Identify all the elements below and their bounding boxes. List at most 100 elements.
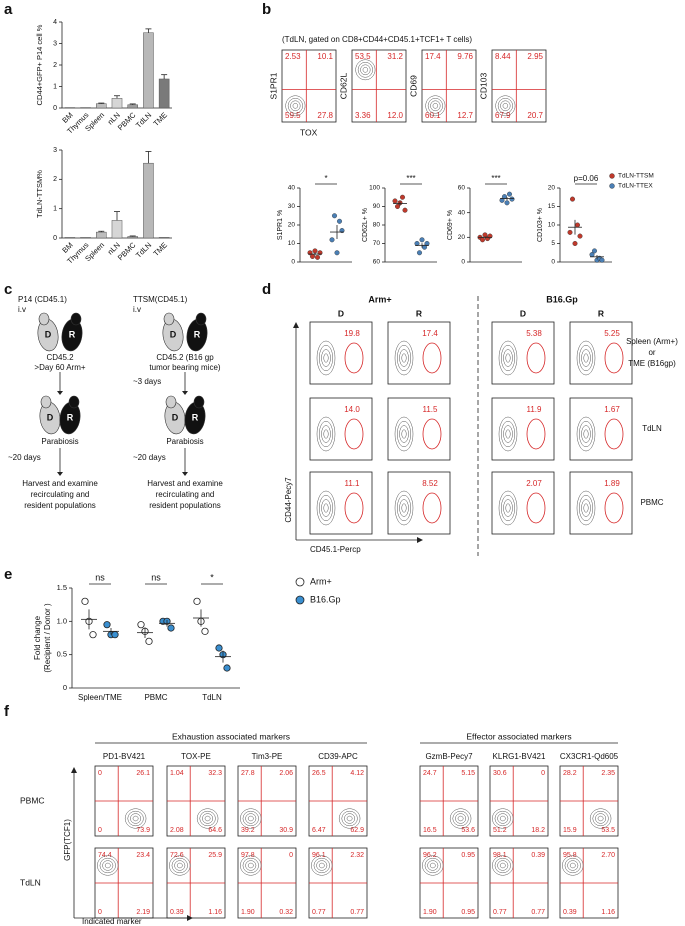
y-axis-label: CD44-Pecy7 — [284, 477, 293, 523]
legend-label: Arm+ — [310, 576, 332, 586]
contour — [199, 810, 216, 827]
column-label: CD39-APC — [318, 752, 358, 761]
contour — [499, 815, 506, 822]
contour — [505, 353, 511, 363]
contour — [583, 353, 589, 363]
data-point — [145, 637, 153, 645]
bar — [64, 237, 76, 239]
contour — [498, 340, 518, 376]
y-axis-label: (Recipient / Donor ) — [43, 603, 52, 673]
mouse-label: R — [69, 329, 76, 339]
panel-label: e — [4, 566, 12, 583]
x-tick-label: PBMC — [144, 693, 167, 702]
gate — [422, 492, 442, 524]
data-point — [509, 196, 515, 202]
legend-marker — [295, 595, 305, 605]
x-tick-label: TME — [151, 240, 169, 258]
data-point — [402, 207, 408, 213]
contour — [503, 425, 513, 443]
contour — [576, 490, 596, 526]
quadrant-value: 0 — [98, 770, 102, 777]
y-tick-label: 90 — [373, 203, 381, 210]
row-label: TdLN — [642, 424, 662, 433]
data-point — [567, 229, 573, 235]
contour — [176, 862, 183, 869]
gate — [604, 492, 624, 524]
contour — [247, 815, 254, 822]
y-axis-label: CD69+ % — [447, 210, 454, 240]
data-point — [504, 200, 510, 206]
step-text: ~20 days — [8, 453, 41, 462]
quadrant-value: 0 — [289, 852, 293, 859]
flow-frame — [421, 49, 477, 123]
gate-value: 5.38 — [526, 329, 542, 338]
contour — [494, 810, 511, 827]
data-point — [395, 203, 401, 209]
contour — [285, 95, 306, 117]
quadrant-value: 97.8 — [241, 852, 255, 859]
bar — [80, 237, 91, 239]
data-point — [419, 237, 425, 243]
contour — [581, 499, 591, 517]
contour — [401, 503, 407, 513]
contour — [204, 815, 211, 822]
data-point — [81, 597, 89, 605]
contour — [341, 810, 358, 827]
contour — [569, 862, 576, 869]
data-point — [312, 248, 318, 254]
gate-value: 1.67 — [604, 405, 620, 414]
bar — [127, 236, 138, 239]
gate-value: 8.52 — [422, 479, 438, 488]
gate-value: 1.89 — [604, 479, 620, 488]
contour — [245, 860, 257, 871]
gate — [344, 342, 364, 374]
bar — [96, 231, 107, 239]
significance: * — [210, 572, 214, 582]
quadrant-value: 1.16 — [601, 909, 615, 916]
quadrant-value: 6.47 — [312, 827, 326, 834]
quadrant-value: 0 — [98, 827, 102, 834]
data-point — [89, 631, 97, 639]
gate — [526, 342, 546, 374]
step-text: i.v — [133, 305, 141, 314]
contour — [104, 862, 111, 869]
quadrant-value: 18.2 — [531, 827, 545, 834]
contour — [323, 429, 329, 439]
flow-frame — [309, 471, 373, 535]
contour — [399, 425, 409, 443]
contour — [357, 61, 373, 78]
step-text: ~3 days — [133, 377, 161, 386]
contour — [592, 810, 609, 827]
mouse-head — [68, 395, 80, 409]
quadrant-value: 0.39 — [170, 909, 184, 916]
y-tick-label: 3 — [53, 40, 57, 47]
mouse-label: D — [47, 412, 54, 422]
contour — [425, 95, 446, 117]
gate-value: 14.0 — [344, 405, 360, 414]
data-point — [400, 194, 406, 200]
data-point — [507, 191, 513, 197]
data-point — [575, 222, 581, 228]
contour — [355, 59, 376, 81]
flow-frame — [387, 321, 451, 385]
contour — [583, 503, 589, 513]
y-tick-label: 5 — [551, 240, 555, 247]
bar — [127, 104, 138, 109]
y-tick-label: 80 — [373, 222, 381, 229]
quadrant-value: 96.2 — [423, 852, 437, 859]
gate — [422, 418, 442, 450]
mouse-head — [165, 395, 177, 409]
quadrant-value: 2.32 — [350, 852, 364, 859]
step-text: i.v — [18, 305, 26, 314]
mouse-label: R — [67, 412, 74, 422]
quadrant-value: 26.1 — [136, 770, 150, 777]
step-text: Parabiosis — [166, 437, 203, 446]
legend-label: B16.Gp — [310, 594, 341, 604]
contour — [505, 429, 511, 439]
quadrant-value: 53.5 — [355, 52, 371, 61]
contour — [422, 855, 444, 876]
contour — [502, 103, 509, 109]
quadrant-value: 95.8 — [563, 852, 577, 859]
significance: p=0.06 — [574, 174, 599, 183]
arrow-head — [293, 322, 299, 328]
